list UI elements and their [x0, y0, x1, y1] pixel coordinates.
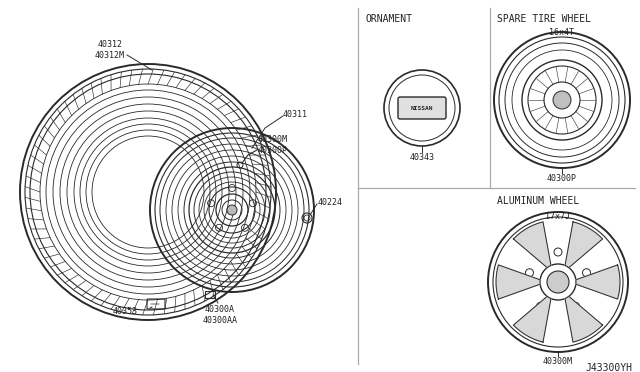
FancyBboxPatch shape [398, 97, 446, 119]
Text: 40300M
40300P: 40300M 40300P [258, 135, 288, 155]
Polygon shape [513, 296, 551, 342]
Text: 17x7J: 17x7J [545, 212, 570, 221]
Polygon shape [576, 265, 620, 299]
Text: 40300M: 40300M [543, 357, 573, 366]
Text: ORNAMENT: ORNAMENT [365, 14, 412, 24]
Text: SPARE TIRE WHEEL: SPARE TIRE WHEEL [497, 14, 591, 24]
Text: 16x4T: 16x4T [550, 28, 575, 37]
Polygon shape [496, 265, 540, 299]
Bar [205, 291, 215, 298]
Text: 40343: 40343 [410, 153, 435, 162]
Polygon shape [565, 222, 603, 267]
Polygon shape [513, 222, 551, 267]
Circle shape [547, 271, 569, 293]
Text: ALUMINUM WHEEL: ALUMINUM WHEEL [497, 196, 579, 206]
Circle shape [553, 91, 571, 109]
Text: 40300A
40300AA: 40300A 40300AA [202, 305, 237, 325]
Circle shape [227, 205, 237, 215]
Text: 40300P: 40300P [547, 174, 577, 183]
Text: J43300YH: J43300YH [585, 363, 632, 372]
Text: 40353: 40353 [113, 307, 138, 316]
Text: 40311: 40311 [283, 110, 308, 119]
Text: 40312
40312M: 40312 40312M [95, 40, 125, 60]
Text: NISSAN: NISSAN [411, 106, 433, 110]
Text: 40224: 40224 [318, 198, 343, 207]
Polygon shape [565, 296, 603, 342]
